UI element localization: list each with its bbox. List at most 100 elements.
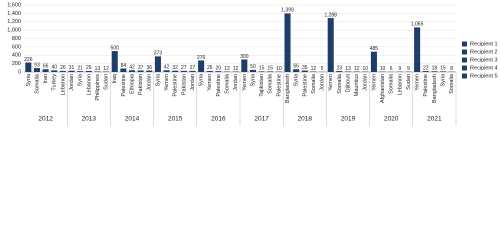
value-label: 8: [450, 66, 453, 72]
value-label: 1,399: [281, 8, 294, 14]
x-tick-label: Palestine: [121, 74, 127, 97]
value-label: 20: [216, 65, 222, 71]
bar: [68, 70, 75, 72]
value-label: 373: [154, 51, 163, 57]
y-tick-label: 1,000: [7, 28, 21, 34]
bar: [146, 70, 153, 72]
x-tick-label: Pakistan: [138, 74, 144, 95]
value-label: 12: [224, 66, 230, 72]
x-tick-label: Yemen: [328, 74, 334, 91]
legend-swatch: [462, 49, 467, 55]
legend-label: Recipient 5: [470, 73, 498, 79]
x-tick-label: Palestine: [302, 74, 308, 97]
bar: [128, 70, 136, 72]
bar: [51, 70, 58, 72]
x-tick-label: Tajikistan: [259, 74, 265, 97]
bar: [232, 71, 239, 72]
bar: [241, 59, 248, 72]
x-tick-label: Somalia: [337, 73, 343, 94]
x-tick-label: Palestine: [216, 74, 222, 97]
x-tick-label: Sudan: [406, 74, 412, 90]
bar: [198, 60, 205, 72]
value-label: 50: [250, 64, 256, 70]
bar: [336, 71, 343, 72]
bar: [33, 68, 40, 72]
bar: [215, 71, 222, 72]
x-tick-label: Lebanon: [60, 74, 66, 95]
legend-label: Recipient 1: [470, 41, 498, 47]
bar: [258, 71, 265, 72]
y-tick-label: 1,200: [7, 19, 21, 25]
x-group-label: 2018: [298, 116, 313, 123]
x-tick-label: Syria: [26, 73, 32, 86]
bar: [163, 70, 170, 72]
value-label: 276: [197, 55, 206, 61]
value-label: 9: [407, 66, 410, 72]
x-tick-label: Jordan: [147, 74, 153, 91]
x-tick-label: Ethiopia: [129, 73, 135, 94]
bar: [103, 71, 110, 72]
x-tick-label: Philippines: [95, 74, 101, 101]
value-label: 26: [86, 65, 92, 71]
legend-swatch: [462, 57, 467, 63]
x-tick-label: Djibouti: [345, 74, 351, 92]
x-tick-label: Somalia: [34, 73, 40, 94]
bar: [327, 18, 334, 72]
x-tick-label: Somalia: [449, 73, 455, 94]
value-label: 42: [129, 65, 135, 71]
y-tick-label: 200: [12, 61, 21, 67]
value-label: 66: [43, 64, 49, 70]
value-label: 27: [181, 65, 187, 71]
value-label: 15: [259, 66, 265, 72]
bar: [172, 70, 179, 72]
x-group-label: 2013: [82, 116, 97, 123]
x-tick-label: Yemen: [207, 74, 213, 91]
x-group-label: 2021: [427, 116, 442, 123]
bar: [353, 71, 360, 72]
value-label: 15: [440, 66, 446, 72]
value-label: 37: [138, 65, 144, 71]
value-label: 300: [240, 54, 249, 60]
value-label: 42: [164, 65, 170, 71]
x-group-label: 2012: [38, 116, 53, 123]
value-label: 15: [267, 66, 273, 72]
value-label: 31: [69, 65, 75, 71]
x-tick-label: Jordan: [69, 74, 75, 91]
x-tick-label: Lebanon: [397, 74, 403, 95]
x-group-label: 2020: [384, 116, 399, 123]
value-label: 21: [77, 65, 83, 71]
bar: [120, 68, 127, 72]
value-label: 66: [293, 64, 299, 70]
x-tick-label: Palestine: [276, 74, 282, 97]
x-group-label: 2014: [125, 116, 140, 123]
value-label: 500: [111, 45, 120, 51]
legend-label: Recipient 4: [470, 65, 498, 71]
x-tick-label: Iraq: [112, 74, 118, 83]
legend-label: Recipient 3: [470, 57, 498, 63]
x-tick-label: Syria: [440, 73, 446, 86]
bar: [206, 70, 213, 72]
bar: [267, 71, 274, 72]
bar: [431, 71, 438, 72]
x-tick-label: Yemen: [164, 74, 170, 91]
x-tick-label: Syria: [155, 73, 161, 86]
chart: 02004006008001,0001,2001,4001,6002012226…: [7, 2, 498, 126]
bar: [111, 51, 118, 72]
x-tick-label: Jordan: [190, 74, 196, 91]
value-label: 23: [337, 65, 343, 71]
legend-swatch: [462, 65, 467, 71]
bar: [85, 70, 92, 72]
value-label: 12: [233, 66, 239, 72]
bar: [180, 70, 187, 72]
x-tick-label: Syria: [250, 73, 256, 86]
value-label: 5: [321, 66, 324, 72]
x-tick-label: Syria: [199, 73, 205, 86]
y-tick-label: 400: [12, 53, 21, 59]
bar: [344, 71, 352, 72]
x-tick-label: Jordan: [320, 74, 326, 91]
bar: [59, 70, 66, 72]
x-tick-label: Iran: [43, 74, 49, 83]
x-tick-label: Sudan: [104, 74, 110, 90]
legend-swatch: [462, 41, 467, 47]
value-label: 13: [345, 66, 351, 72]
